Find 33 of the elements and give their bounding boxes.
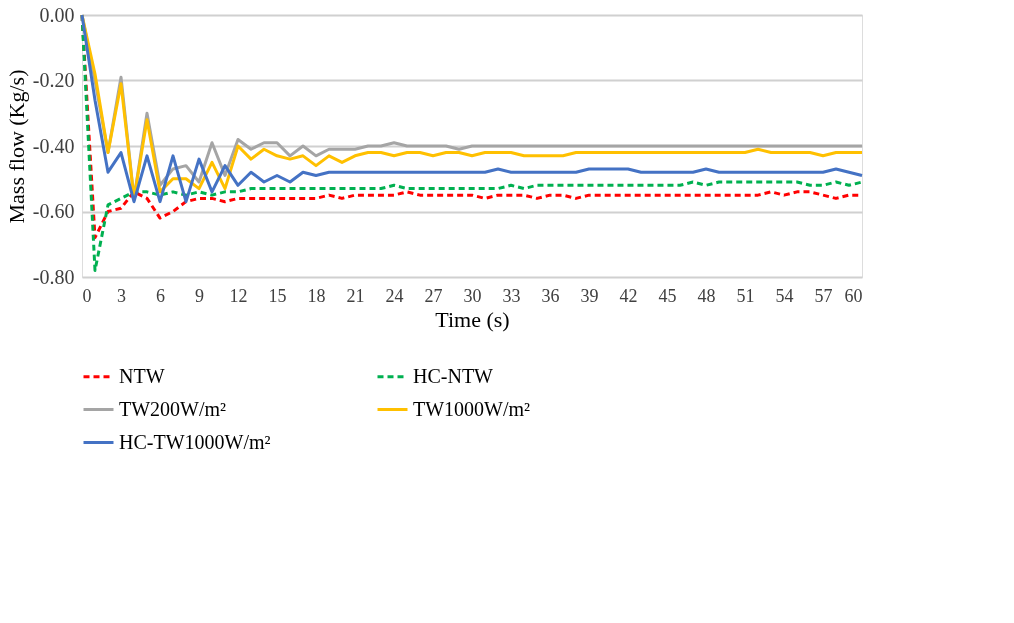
legend-label: NTW: [119, 364, 165, 387]
x-tick-label: 30: [463, 285, 482, 306]
x-tick-label: 9: [195, 285, 204, 306]
x-tick-label: 21: [346, 285, 365, 306]
x-tick-label: 3: [117, 285, 126, 306]
legend-label: HC-NTW: [413, 364, 494, 387]
legend-label: TW1000W/m²: [413, 397, 531, 420]
y-tick-label: -0.60: [32, 200, 75, 222]
x-tick-label: 60: [844, 285, 863, 306]
legend-label: TW200W/m²: [119, 397, 227, 420]
x-tick-label: 57: [814, 285, 833, 306]
x-tick-label: 36: [541, 285, 560, 306]
x-tick-label: 15: [268, 285, 287, 306]
x-tick-label: 27: [424, 285, 443, 306]
y-tick-label: -0.40: [32, 134, 75, 157]
y-axis-title: Mass flow (Kg/s): [3, 69, 29, 224]
x-tick-label: 12: [229, 285, 248, 306]
x-tick-label: 39: [580, 285, 599, 306]
x-tick-label: 42: [619, 285, 638, 306]
x-tick-label: 18: [307, 285, 326, 306]
x-tick-label: 54: [775, 285, 794, 306]
x-axis-title: Time (s): [435, 306, 510, 332]
x-tick-label: 48: [697, 285, 716, 306]
x-tick-label: 0: [82, 285, 92, 306]
x-tick-label: 45: [658, 285, 677, 306]
x-tick-label: 33: [502, 285, 521, 306]
y-tick-label: 0.00: [39, 3, 75, 26]
y-tick-label: -0.20: [32, 69, 75, 91]
legend-label: HC-TW1000W/m²: [119, 430, 271, 453]
x-tick-label: 51: [736, 285, 755, 306]
x-tick-label: 24: [385, 285, 404, 306]
x-tick-label: 6: [156, 285, 165, 306]
y-tick-label: -0.80: [32, 265, 75, 288]
